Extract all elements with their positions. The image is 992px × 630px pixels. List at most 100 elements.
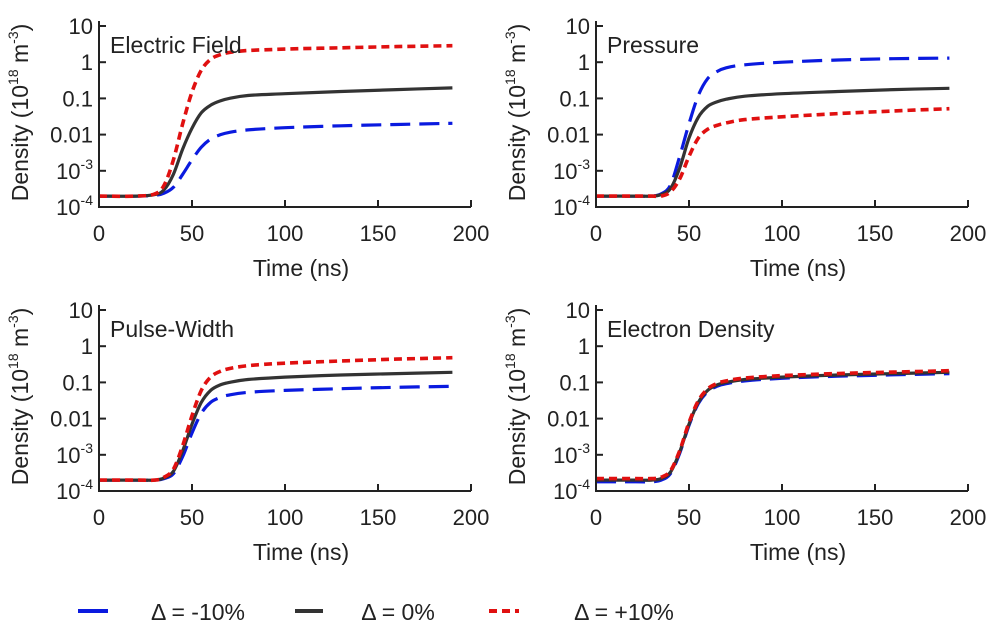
- x-tick-label: 50: [180, 221, 204, 246]
- y-tick-exponent: -3: [578, 440, 591, 456]
- y-tick-label: 0.1: [62, 86, 93, 111]
- y-title-close: ): [504, 24, 530, 32]
- x-tick-label: 100: [267, 505, 304, 530]
- y-tick-label: 10-4: [56, 476, 93, 504]
- y-tick-base: 0.1: [62, 370, 93, 395]
- y-tick-label: 10-4: [553, 192, 590, 220]
- x-tick-label: 150: [857, 221, 894, 246]
- y-tick-base: 10: [56, 159, 80, 184]
- panel-title: Pressure: [607, 32, 699, 58]
- y-tick-label: 10: [566, 298, 590, 323]
- x-tick-label: 0: [590, 505, 602, 530]
- panel-title: Electric Field: [110, 32, 242, 58]
- series-line-zero: [596, 86, 950, 198]
- y-tick-base: 10: [553, 195, 577, 220]
- x-tick-label: 200: [950, 221, 987, 246]
- legend-label: Δ = -10%: [151, 599, 245, 625]
- y-title-exponent: -3: [5, 31, 21, 44]
- x-tick-label: 100: [764, 505, 801, 530]
- y-tick-exponent: -4: [578, 192, 591, 208]
- x-tick-label: 200: [950, 505, 987, 530]
- series-line-plus10: [98, 43, 453, 199]
- y-tick-label: 0.01: [50, 407, 93, 432]
- y-tick-label: 10-3: [553, 156, 590, 184]
- y-tick-base: 0.01: [50, 123, 93, 148]
- y-tick-label: 1: [81, 50, 93, 75]
- x-axis-title: Time (ns): [750, 255, 846, 281]
- y-title-exponent: 18: [502, 69, 518, 85]
- y-tick-label: 0.1: [62, 370, 93, 395]
- series-line-plus10: [99, 355, 453, 483]
- y-tick-base: 10: [69, 298, 93, 323]
- y-title-main: Density (10: [7, 85, 33, 201]
- y-tick-label: 10-3: [553, 440, 590, 468]
- series-line-minus10: [98, 121, 453, 198]
- series-line-minus10: [596, 56, 950, 198]
- y-axis-title: Density (1018 m-3): [502, 308, 530, 486]
- x-tick-label: 50: [677, 221, 701, 246]
- y-title-unit: m: [504, 44, 530, 70]
- series-line-minus10: [595, 372, 950, 484]
- x-tick-label: 100: [267, 221, 304, 246]
- series-line-zero: [99, 370, 453, 482]
- y-axis-title: Density (1018 m-3): [5, 308, 33, 486]
- y-tick-label: 0.1: [559, 86, 590, 111]
- y-tick-base: 10: [56, 479, 80, 504]
- y-tick-label: 0.01: [547, 123, 590, 148]
- y-title-close: ): [7, 308, 33, 316]
- y-tick-base: 10: [553, 159, 577, 184]
- y-title-main: Density (10: [504, 369, 530, 485]
- y-tick-base: 1: [81, 50, 93, 75]
- y-title-close: ): [504, 308, 530, 316]
- x-tick-label: 150: [360, 221, 397, 246]
- y-tick-label: 10-3: [56, 156, 93, 184]
- y-tick-exponent: -3: [81, 156, 94, 172]
- y-tick-label: 10: [566, 14, 590, 39]
- y-tick-base: 10: [566, 14, 590, 39]
- legend-label: Δ = 0%: [361, 599, 435, 625]
- y-tick-exponent: -3: [578, 156, 591, 172]
- x-tick-label: 0: [93, 221, 105, 246]
- y-tick-base: 10: [566, 298, 590, 323]
- y-tick-base: 1: [578, 334, 590, 359]
- x-axis-title: Time (ns): [750, 539, 846, 565]
- y-title-unit: m: [7, 44, 33, 70]
- y-tick-base: 1: [578, 50, 590, 75]
- series-line-zero: [596, 370, 950, 482]
- y-axis-title: Density (1018 m-3): [502, 24, 530, 202]
- y-tick-base: 0.1: [62, 86, 93, 111]
- y-tick-base: 0.1: [559, 86, 590, 111]
- y-axis-title: Density (1018 m-3): [5, 24, 33, 202]
- y-title-exponent: -3: [5, 315, 21, 328]
- y-tick-base: 0.01: [547, 123, 590, 148]
- y-tick-base: 10: [553, 479, 577, 504]
- y-title-exponent: -3: [502, 315, 518, 328]
- y-tick-label: 1: [578, 50, 590, 75]
- y-tick-base: 0.1: [559, 370, 590, 395]
- legend-label: Δ = +10%: [574, 599, 674, 625]
- y-tick-label: 10-4: [553, 476, 590, 504]
- y-tick-exponent: -4: [81, 192, 94, 208]
- series-line-zero: [98, 86, 453, 198]
- y-title-exponent: 18: [502, 353, 518, 369]
- y-tick-label: 1: [81, 334, 93, 359]
- x-tick-label: 50: [180, 505, 204, 530]
- panel-title: Pulse-Width: [110, 316, 234, 342]
- y-tick-label: 0.01: [547, 407, 590, 432]
- y-tick-base: 0.01: [547, 407, 590, 432]
- y-tick-label: 0.01: [50, 123, 93, 148]
- y-title-main: Density (10: [504, 85, 530, 201]
- y-title-unit: m: [504, 328, 530, 354]
- x-tick-label: 0: [590, 221, 602, 246]
- x-tick-label: 150: [360, 505, 397, 530]
- y-tick-base: 0.01: [50, 407, 93, 432]
- y-tick-base: 10: [553, 443, 577, 468]
- series-line-minus10: [99, 384, 453, 482]
- y-tick-label: 1: [578, 334, 590, 359]
- y-tick-exponent: -3: [81, 440, 94, 456]
- x-axis-title: Time (ns): [253, 539, 349, 565]
- series-line-plus10: [596, 368, 950, 481]
